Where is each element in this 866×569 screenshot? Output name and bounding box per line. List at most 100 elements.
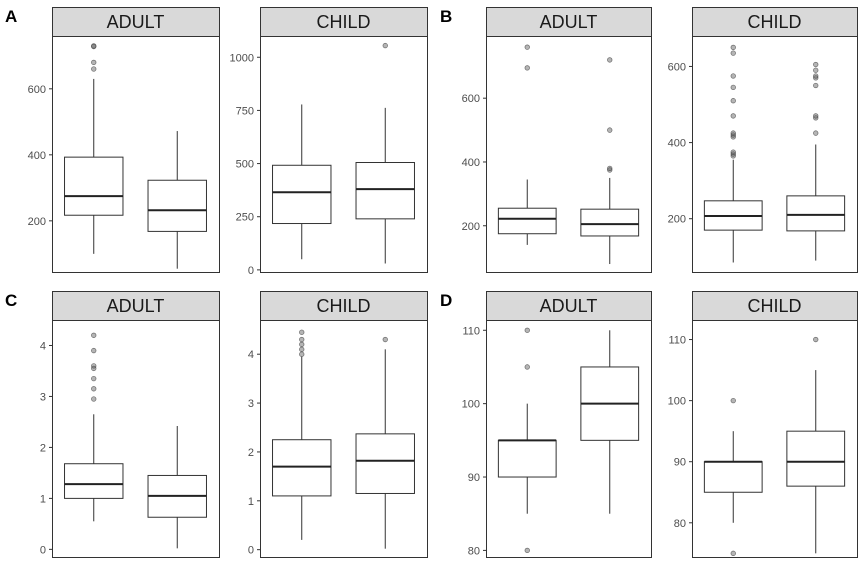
y-tick-label: 0 <box>40 544 46 556</box>
y-tick-label: 1 <box>40 493 46 505</box>
outlier-point <box>91 59 97 66</box>
y-tick-label: 400 <box>462 157 480 169</box>
y-tick-label: 1000 <box>230 52 254 64</box>
plot-border <box>52 320 220 558</box>
facet-strip-label: CHILD <box>316 12 370 32</box>
outlier-point <box>607 57 613 63</box>
outlier-point <box>730 130 736 136</box>
box <box>355 433 415 494</box>
box <box>272 164 332 225</box>
outlier-point <box>813 130 819 136</box>
facet-strip <box>52 291 220 321</box>
y-tick-label: 600 <box>668 61 686 73</box>
outlier-point <box>813 115 819 121</box>
facet-strip <box>486 7 652 37</box>
plot-border <box>52 36 220 273</box>
plot-border <box>260 36 428 273</box>
y-tick-label: 250 <box>236 212 254 224</box>
outlier-point <box>91 347 97 354</box>
outlier-point <box>730 84 736 91</box>
outlier-point <box>813 61 819 68</box>
outlier-point <box>524 65 530 71</box>
y-tick-label: 1 <box>248 496 254 508</box>
outlier-point <box>730 149 736 155</box>
outlier-point <box>524 327 530 333</box>
y-tick-label: 100 <box>462 399 480 411</box>
facet-adult: ADULT 0 1 2 3 4 <box>40 291 220 558</box>
panel-label: A <box>5 7 17 26</box>
outlier-point <box>299 336 305 343</box>
outlier-point <box>299 341 305 348</box>
outlier-point <box>607 167 613 173</box>
facet-strip <box>486 291 652 321</box>
box <box>355 162 415 220</box>
box-group <box>64 332 124 522</box>
facet-strip-label: CHILD <box>316 296 370 316</box>
outlier-point <box>730 113 736 119</box>
box-group <box>580 330 640 514</box>
outlier-point <box>91 363 97 369</box>
facet-strip-label: ADULT <box>107 12 165 32</box>
y-tick-label: 2 <box>40 442 46 454</box>
y-tick-label: 600 <box>462 93 480 105</box>
y-tick-label: 400 <box>28 150 46 162</box>
facet-child: CHILD 0 250 500 750 1000 <box>230 7 428 277</box>
facet-child: CHILD 0 1 2 3 4 <box>248 291 428 558</box>
outlier-point <box>813 75 819 81</box>
outlier-point <box>730 98 736 104</box>
outlier-point <box>91 43 97 49</box>
y-tick-label: 500 <box>236 159 254 171</box>
y-tick-label: 4 <box>40 340 46 352</box>
outlier-point <box>813 82 819 89</box>
outlier-point <box>730 151 736 157</box>
y-tick-label: 3 <box>248 398 254 410</box>
y-tick-label: 110 <box>462 325 480 337</box>
outlier-point <box>813 113 819 119</box>
y-tick-label: 0 <box>248 545 254 557</box>
outlier-point <box>730 44 736 51</box>
facet-child: CHILD 200 400 600 <box>668 7 858 273</box>
box <box>786 430 846 487</box>
box <box>786 195 846 232</box>
outlier-point <box>299 329 305 335</box>
facet-strip-label: CHILD <box>747 296 801 316</box>
box-group <box>355 42 415 264</box>
outlier-point <box>91 386 97 392</box>
outlier-point <box>91 396 97 402</box>
box <box>703 461 763 493</box>
outlier-point <box>299 351 305 357</box>
box <box>64 156 124 216</box>
outlier-point <box>524 547 530 554</box>
plot-border <box>260 320 428 558</box>
box-group <box>703 44 763 263</box>
outlier-point <box>730 50 736 56</box>
outlier-point <box>730 73 736 79</box>
box-group <box>147 131 207 269</box>
box <box>497 207 557 235</box>
facet-strip-label: ADULT <box>107 296 165 316</box>
box-group <box>272 329 332 540</box>
y-tick-label: 90 <box>468 472 480 484</box>
outlier-point <box>607 127 613 133</box>
facet-strip-label: ADULT <box>540 296 598 316</box>
y-tick-label: 80 <box>674 518 686 530</box>
facet-adult: ADULT 80 90 100 110 <box>462 291 652 558</box>
y-tick-label: 0 <box>248 265 254 277</box>
y-tick-label: 110 <box>668 335 686 347</box>
outlier-point <box>299 346 305 352</box>
panel-label: C <box>5 291 17 310</box>
panel-C: C ADULT 0 1 2 3 4 CHILD 0 1 2 3 4 <box>5 291 428 558</box>
y-tick-label: 3 <box>40 391 46 403</box>
panel-D: D ADULT 80 90 100 110 CHILD 80 90 100 110 <box>440 291 858 558</box>
y-tick-label: 4 <box>248 349 254 361</box>
panel-A: A ADULT 200 400 600 CHILD 0 250 500 750 1000 <box>5 7 428 277</box>
plot-border <box>692 320 858 558</box>
y-tick-label: 200 <box>28 216 46 228</box>
plot-border <box>486 320 652 558</box>
panel-B: B ADULT 200 400 600 CHILD 200 400 600 <box>440 7 858 273</box>
outlier-point <box>382 42 388 49</box>
box-group <box>580 57 640 265</box>
panel-label: B <box>440 7 452 26</box>
outlier-point <box>607 165 613 172</box>
